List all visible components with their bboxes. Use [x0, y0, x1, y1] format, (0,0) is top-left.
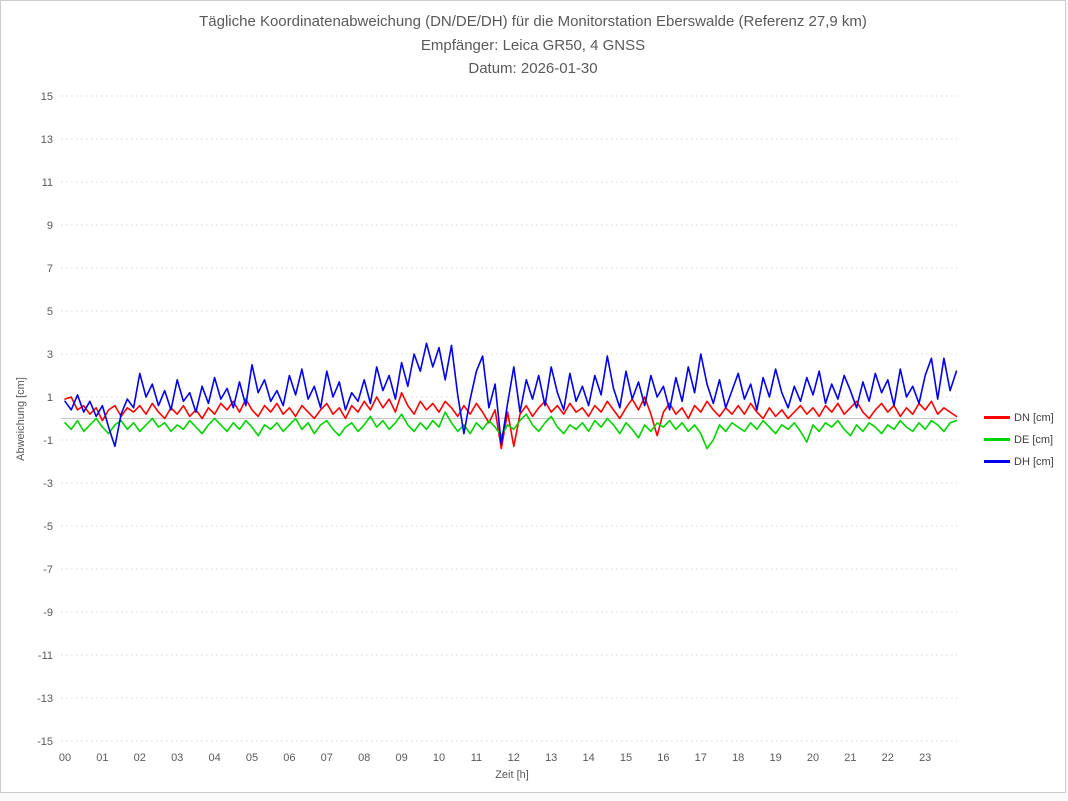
y-tick-label: -3	[43, 478, 53, 490]
x-axis-tick-labels: 00 01 02 03 04 05 06 07 08 09 10 11 12 13 14 15 16 17 18 19…	[59, 752, 931, 764]
y-tick-label: -7	[43, 564, 53, 576]
y-tick-label: 1	[47, 392, 53, 404]
x-tick-label: 07	[321, 752, 333, 764]
legend-line-swatch	[984, 438, 1010, 441]
chart-date: Datum: 2026-01-30	[468, 60, 598, 77]
x-tick-label: 19	[769, 752, 781, 764]
x-tick-label: 23	[919, 752, 931, 764]
y-tick-label: -9	[43, 607, 53, 619]
x-tick-label: 01	[96, 752, 108, 764]
y-tick-label: 5	[47, 306, 53, 318]
legend-line-swatch	[984, 416, 1010, 419]
y-tick-label: -13	[37, 693, 53, 705]
x-tick-label: 15	[620, 752, 632, 764]
x-tick-label: 17	[695, 752, 707, 764]
series-line-DH	[64, 342, 958, 448]
y-tick-label: 9	[47, 220, 53, 232]
x-tick-label: 11	[471, 752, 482, 764]
x-tick-label: 09	[395, 752, 407, 764]
x-tick-label: 18	[732, 752, 744, 764]
y-tick-label: 15	[41, 91, 53, 103]
x-tick-label: 06	[283, 752, 295, 764]
series-line-DE	[64, 411, 958, 450]
chart-title: Tägliche Koordinatenabweichung (DN/DE/DH…	[199, 13, 867, 30]
x-tick-label: 14	[582, 752, 594, 764]
x-tick-label: 04	[208, 752, 220, 764]
x-tick-label: 12	[508, 752, 520, 764]
legend-item-DH: DH [cm]	[984, 454, 1054, 469]
y-tick-label: 13	[41, 134, 53, 146]
x-tick-label: 16	[657, 752, 669, 764]
legend-item-DE: DE [cm]	[984, 432, 1054, 447]
y-tick-label: -1	[43, 435, 53, 447]
y-tick-label: 11	[42, 177, 53, 189]
x-tick-label: 21	[844, 752, 856, 764]
series-lines	[64, 342, 958, 450]
legend-line-swatch	[984, 460, 1010, 463]
legend-item-DN: DN [cm]	[984, 410, 1054, 425]
x-tick-label: 05	[246, 752, 258, 764]
x-tick-label: 20	[807, 752, 819, 764]
legend: DN [cm] DE [cm] DH [cm]	[984, 410, 1054, 476]
x-axis-title: Zeit [h]	[495, 769, 529, 781]
legend-label: DE [cm]	[1014, 433, 1054, 446]
x-tick-label: 13	[545, 752, 557, 764]
chart-subtitle: Empfänger: Leica GR50, 4 GNSS	[420, 36, 646, 54]
x-tick-label: 22	[882, 752, 894, 764]
chart-title-block: Tägliche Koordinatenabweichung (DN/DE/DH…	[1, 10, 1065, 81]
legend-label: DN [cm]	[1014, 411, 1054, 424]
y-axis-tick-labels: 15 13 11 9 7 5 3 1 -1 -3 -5 -7 -9 -11 -13 -15	[37, 91, 53, 748]
y-tick-label: 7	[47, 263, 53, 275]
y-tick-label: 3	[47, 349, 53, 361]
x-tick-label: 00	[59, 752, 71, 764]
legend-label: DH [cm]	[1014, 455, 1054, 468]
x-tick-label: 02	[134, 752, 146, 764]
y-tick-label: -5	[43, 521, 53, 533]
y-tick-label: -11	[38, 650, 53, 662]
series-line-DN	[64, 391, 958, 450]
y-tick-label: -15	[37, 736, 53, 748]
x-tick-label: 08	[358, 752, 370, 764]
x-tick-label: 10	[433, 752, 445, 764]
y-axis-title: Abweichung [cm]	[15, 377, 27, 461]
x-tick-label: 03	[171, 752, 183, 764]
